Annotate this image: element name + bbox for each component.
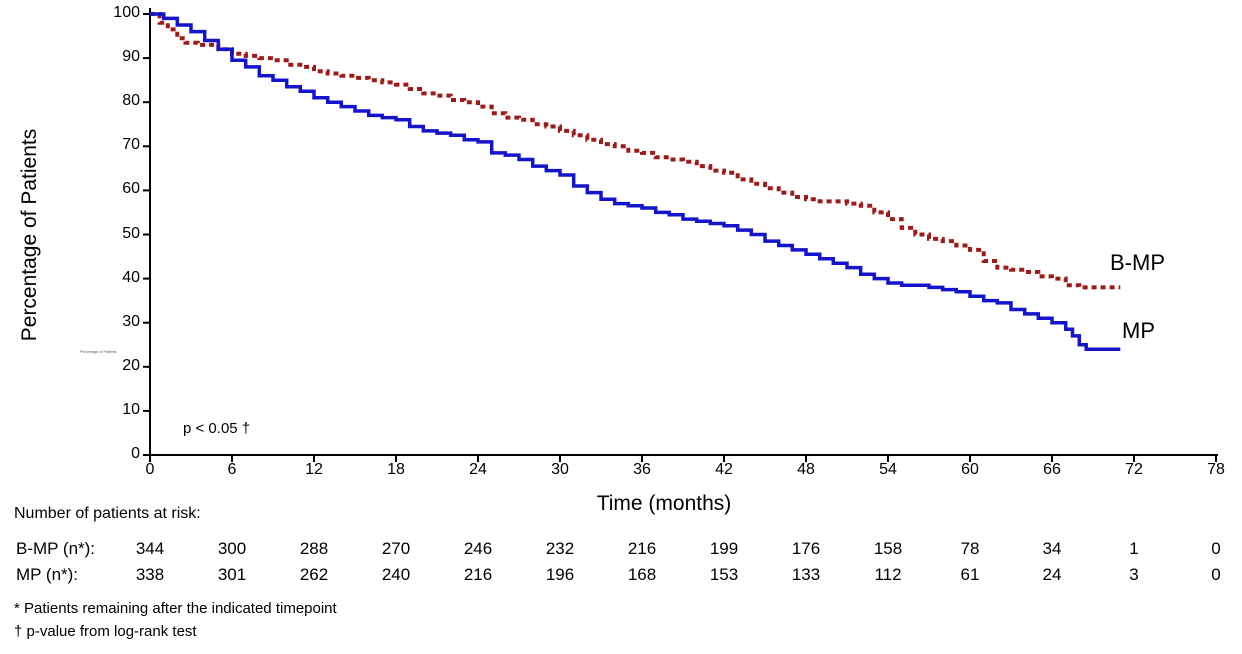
at-risk-value: 0 (1211, 565, 1221, 584)
x-tick-label: 24 (469, 461, 487, 478)
y-tick-label: 70 (122, 136, 140, 154)
footnote-dagger: † p-value from log-rank test (14, 623, 197, 640)
at-risk-row-label-mp: MP (n*): (16, 565, 79, 584)
footnote-asterisk: * Patients remaining after the indicated… (14, 600, 337, 617)
at-risk-value: 300 (217, 539, 247, 558)
at-risk-value: 270 (381, 539, 411, 558)
y-tick-label: 90 (122, 48, 140, 66)
at-risk-heading: Number of patients at risk: (14, 505, 201, 522)
at-risk-value: 216 (627, 539, 657, 558)
at-risk-value: 158 (873, 539, 903, 558)
at-risk-value: 153 (709, 565, 739, 584)
at-risk-value: 262 (299, 565, 329, 584)
y-tick-label: 0 (131, 445, 140, 462)
x-tick-label: 66 (1043, 461, 1061, 478)
km-curve-mp (150, 12, 1121, 351)
at-risk-value: 301 (217, 565, 247, 584)
x-tick-label: 54 (879, 461, 897, 478)
y-tick-label: 10 (122, 400, 140, 418)
x-tick-label: 18 (387, 461, 405, 478)
at-risk-value: 0 (1211, 539, 1221, 558)
x-tick-label: 6 (227, 461, 237, 478)
at-risk-value: 232 (545, 539, 575, 558)
y-tick-label: 40 (122, 268, 140, 286)
x-tick-label: 30 (551, 461, 569, 478)
y-tick-label: 100 (113, 4, 140, 21)
at-risk-value: 78 (960, 539, 980, 558)
series-label-bmp: B-MP (1110, 250, 1165, 275)
y-axis-title-artifact: Percentage of Patients (80, 349, 117, 354)
y-axis-title: Percentage of Patients (18, 128, 41, 342)
at-risk-value: 133 (791, 565, 821, 584)
at-risk-value: 338 (135, 565, 165, 584)
x-tick-label: 36 (633, 461, 651, 478)
at-risk-value: 196 (545, 565, 575, 584)
x-axis-title: Time (months) (596, 492, 732, 515)
x-tick-label: 60 (961, 461, 979, 478)
pvalue-annotation: p < 0.05 † (183, 420, 251, 437)
at-risk-value: 288 (299, 539, 329, 558)
x-tick-label: 78 (1207, 461, 1225, 478)
at-risk-value: 112 (874, 565, 902, 584)
x-tick-label: 42 (715, 461, 733, 478)
at-risk-value: 34 (1042, 539, 1062, 558)
y-tick-label: 20 (122, 356, 140, 374)
series-label-mp: MP (1122, 318, 1155, 343)
x-tick-label: 0 (145, 461, 155, 478)
at-risk-value: 61 (960, 565, 980, 584)
x-tick-label: 12 (305, 461, 323, 478)
x-tick-label: 72 (1125, 461, 1143, 478)
km-curve-bmp (150, 12, 1121, 290)
at-risk-value: 344 (135, 539, 165, 558)
at-risk-value: 24 (1042, 565, 1062, 584)
at-risk-value: 176 (791, 539, 821, 558)
at-risk-row-label-bmp: B-MP (n*): (16, 539, 96, 558)
y-tick-label: 60 (122, 180, 140, 198)
at-risk-value: 3 (1129, 565, 1139, 584)
x-tick-label: 48 (797, 461, 815, 478)
y-tick-label: 80 (122, 92, 140, 110)
at-risk-value: 240 (381, 565, 411, 584)
y-tick-label: 30 (122, 312, 140, 330)
y-tick-label: 50 (122, 224, 140, 242)
at-risk-value: 216 (463, 565, 493, 584)
at-risk-value: 246 (463, 539, 493, 558)
at-risk-value: 1 (1129, 539, 1139, 558)
at-risk-value: 168 (627, 565, 657, 584)
at-risk-value: 199 (709, 539, 739, 558)
